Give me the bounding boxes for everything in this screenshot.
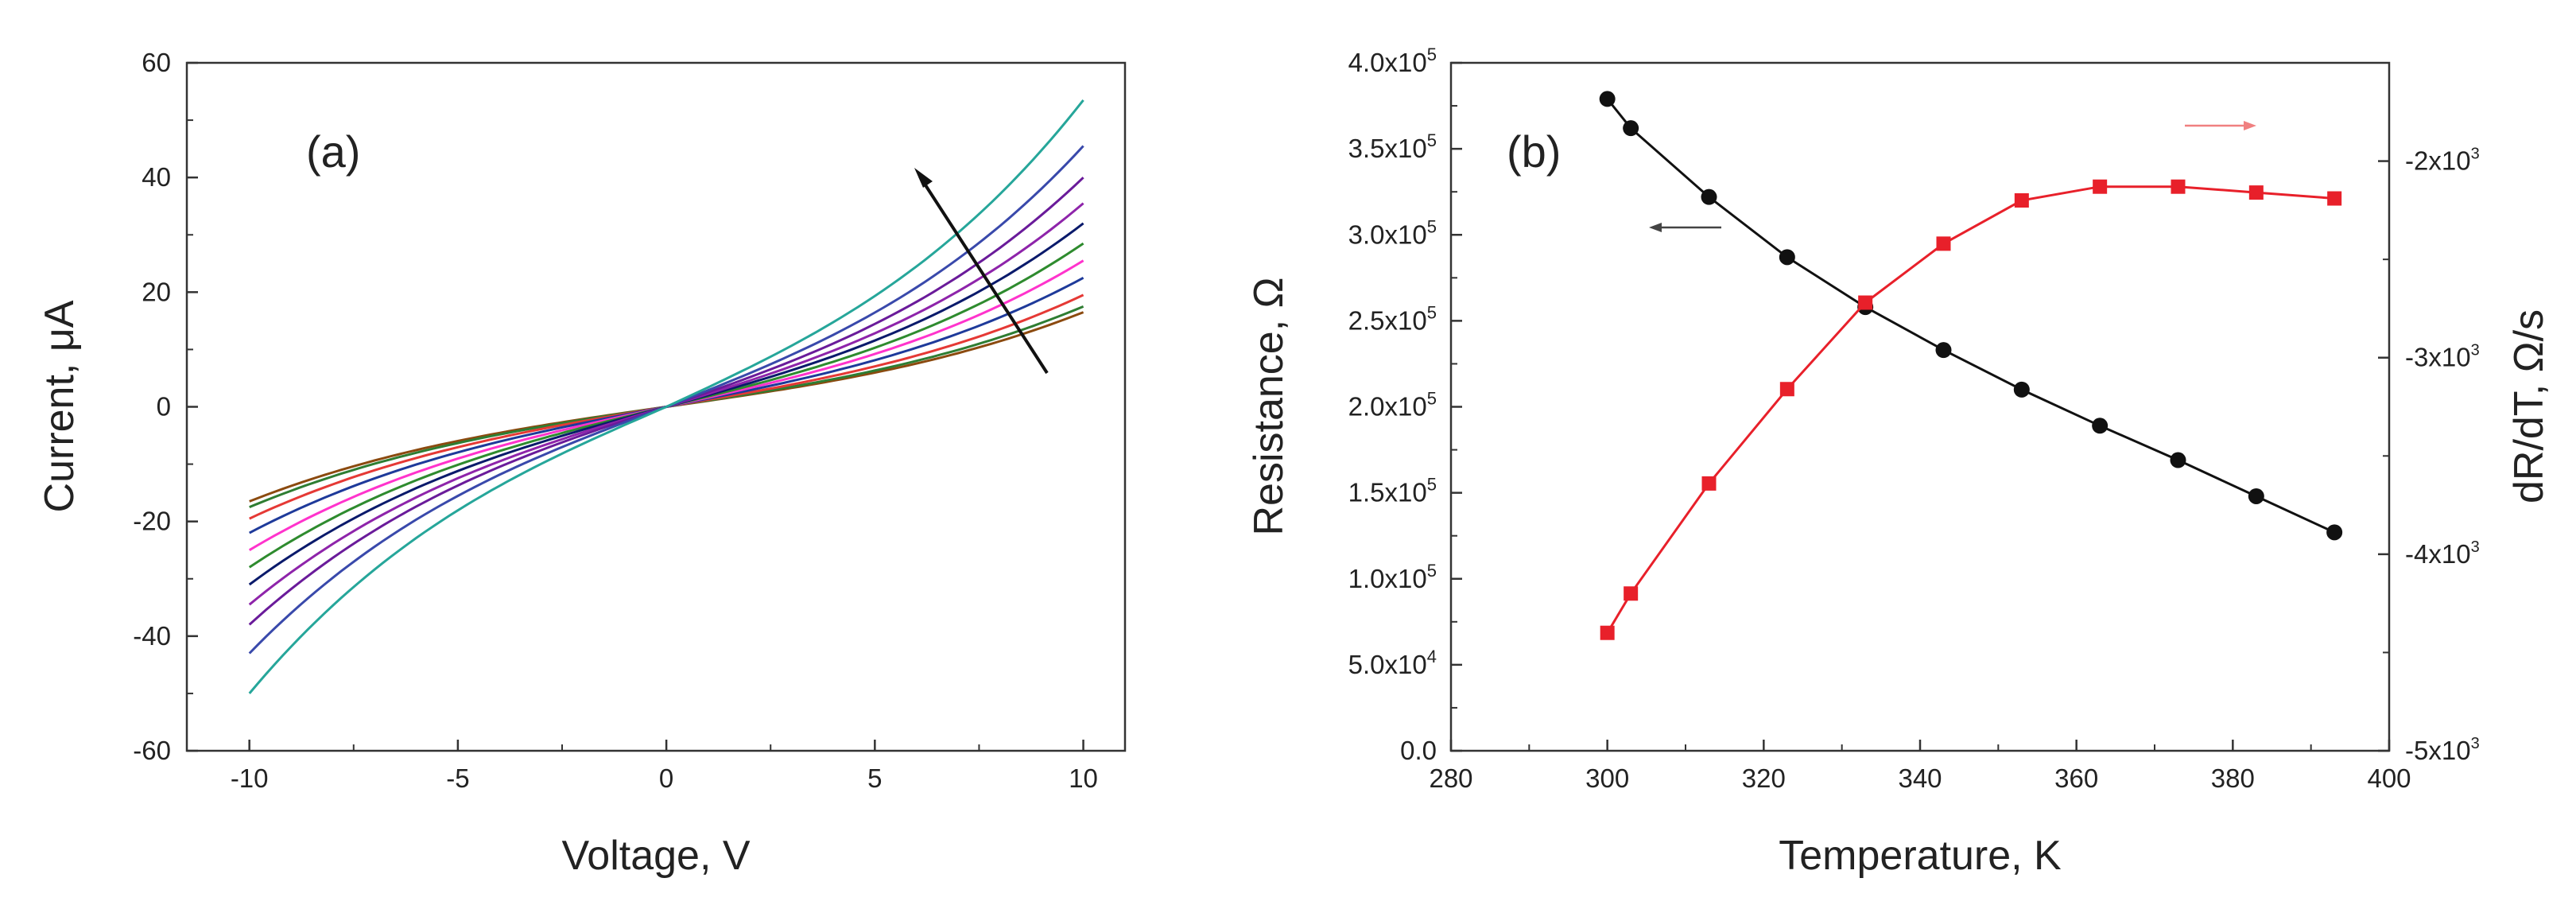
- panel-b-resistance: 280 300 320 340 360 380 400 0.0 5.0x104 1.0x105 1…: [1246, 45, 2552, 879]
- panel-b-label: (b): [1507, 126, 1561, 177]
- panel-b-x-label: Temperature, K: [1779, 833, 2062, 879]
- drdt-line: [1606, 185, 2335, 634]
- x-tick-label: 10: [1069, 764, 1098, 793]
- resistance-point: [2092, 418, 2109, 434]
- resistance-point: [2248, 488, 2264, 504]
- iv-curves-group: [248, 99, 1084, 694]
- y-tick-label: 40: [142, 162, 171, 192]
- x-tick-label: -5: [446, 764, 469, 793]
- drdt-point: [1600, 625, 1615, 640]
- right-y-tick-label: -5x103: [2405, 735, 2480, 765]
- panel-b-frame: [1449, 61, 2391, 752]
- left-y-tick-label: 2.0x105: [1348, 389, 1437, 422]
- drdt-axis-arrow: [2185, 121, 2256, 130]
- left-y-tick-label: 1.0x105: [1348, 561, 1437, 593]
- resistance-axis-arrow: [1649, 223, 1721, 232]
- x-tick-label: -10: [231, 764, 269, 793]
- left-y-tick-label: 2.5x105: [1348, 302, 1437, 335]
- x-tick-label: 320: [1742, 764, 1786, 793]
- panel-b-left-y-ticks: 0.0 5.0x104 1.0x105 1.5x105 2.0x105 2.5x105 3.…: [1348, 45, 1462, 765]
- iv-curve-9: [248, 177, 1084, 626]
- panel-a-x-ticks: -10 -5 0 5 10: [231, 740, 1098, 793]
- resistance-point: [1779, 249, 1795, 266]
- resistance-point: [2326, 524, 2343, 541]
- drdt-point: [1936, 236, 1951, 251]
- drdt-point: [2014, 193, 2029, 208]
- left-y-tick-label: 4.0x105: [1348, 45, 1437, 77]
- panel-b-right-y-ticks: -2x103 -3x103 -4x103 -5x103: [2378, 62, 2480, 765]
- x-tick-label: 0: [659, 764, 673, 793]
- panel-b-x-ticks: 280 300 320 340 360 380 400: [1429, 740, 2411, 793]
- x-tick-label: 340: [1898, 764, 1942, 793]
- left-y-tick-label: 1.5x105: [1348, 475, 1437, 507]
- left-y-tick-label: 0.0: [1400, 736, 1437, 765]
- x-tick-label: 5: [867, 764, 882, 793]
- panel-b-series-group: [1599, 91, 2343, 640]
- x-tick-label: 280: [1429, 764, 1472, 793]
- x-tick-label: 380: [2211, 764, 2255, 793]
- right-y-tick-label: -4x103: [2405, 538, 2480, 569]
- resistance-point: [1701, 188, 1717, 205]
- panel-a-y-label: Current, μA: [37, 300, 83, 512]
- drdt-point: [1779, 382, 1794, 397]
- drdt-point: [2093, 179, 2108, 194]
- drdt-point: [2171, 179, 2186, 194]
- drdt-point: [2327, 191, 2342, 206]
- left-y-tick-label: 5.0x104: [1348, 647, 1437, 679]
- drdt-point: [1624, 586, 1639, 601]
- y-tick-label: 20: [142, 277, 171, 306]
- right-y-tick-label: -2x103: [2405, 146, 2480, 176]
- drdt-point: [1701, 476, 1717, 491]
- left-y-tick-label: 3.0x105: [1348, 216, 1437, 249]
- drdt-point: [2248, 185, 2264, 200]
- y-tick-label: -60: [133, 736, 171, 765]
- panel-b-right-y-label: dR/dT, Ω/s: [2506, 309, 2552, 503]
- y-tick-label: -40: [133, 621, 171, 651]
- resistance-line: [1606, 98, 2335, 534]
- y-tick-label: 0: [157, 392, 171, 422]
- increase-arrow: [914, 168, 1049, 375]
- x-tick-label: 400: [2367, 764, 2411, 793]
- left-y-tick-label: 3.5x105: [1348, 130, 1437, 163]
- iv-curve-4: [249, 276, 1084, 534]
- resistance-point: [2013, 381, 2030, 398]
- x-tick-label: 360: [2054, 764, 2098, 793]
- resistance-point: [1935, 342, 1952, 359]
- resistance-point: [1623, 120, 1639, 137]
- drdt-point: [1858, 295, 1873, 310]
- panel-a-x-label: Voltage, V: [561, 833, 750, 879]
- y-tick-label: -20: [133, 507, 171, 536]
- panel-a-y-ticks: -60 -40 -20 0 20 40 60: [133, 48, 198, 765]
- y-tick-label: 60: [142, 48, 171, 77]
- panel-b-left-y-label: Resistance, Ω: [1246, 278, 1292, 536]
- resistance-point: [1599, 91, 1616, 107]
- panel-a-iv-curves: -10 -5 0 5 10 -60 -40 -20 0 20 40 60 (a) Voltage, …: [37, 48, 1127, 879]
- iv-curve-11: [248, 99, 1084, 694]
- x-tick-label: 300: [1585, 764, 1629, 793]
- right-y-tick-label: -3x103: [2405, 342, 2480, 372]
- panel-a-label: (a): [306, 126, 360, 177]
- iv-curve-8: [248, 202, 1084, 606]
- resistance-point: [2170, 452, 2186, 468]
- iv-curve-10: [248, 145, 1084, 655]
